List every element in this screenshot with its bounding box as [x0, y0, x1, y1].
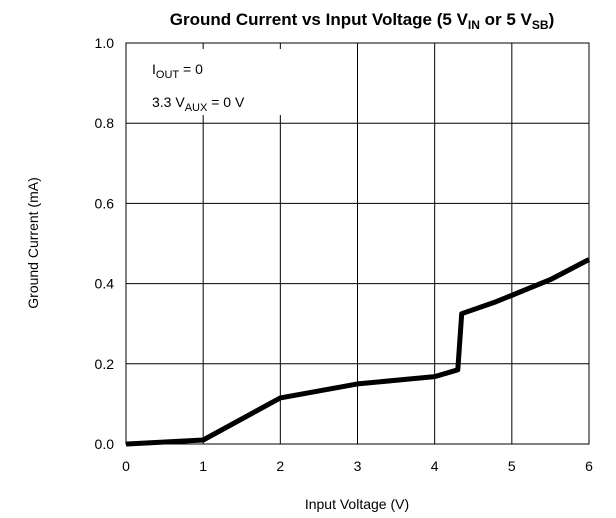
annotation-vaux: 3.3 VAUX = 0 V [152, 94, 245, 114]
y-tick-label: 0.4 [95, 276, 115, 292]
x-tick-label: 6 [585, 458, 593, 474]
y-tick-labels: 0.0 0.2 0.4 0.6 0.8 1.0 [95, 35, 115, 452]
x-tick-label: 3 [354, 458, 362, 474]
y-tick-label: 1.0 [95, 35, 115, 51]
x-tick-label: 2 [276, 458, 284, 474]
chart-title: Ground Current vs Input Voltage (5 VIN o… [170, 10, 554, 32]
y-tick-label: 0.8 [95, 115, 115, 131]
x-axis-label: Input Voltage (V) [305, 496, 409, 512]
annotation-iout: IOUT = 0 [152, 61, 203, 81]
series-line [125, 257, 591, 447]
y-tick-label: 0.2 [95, 356, 115, 372]
x-tick-label: 0 [122, 458, 130, 474]
annotation-box [140, 49, 286, 115]
x-tick-labels: 0 1 2 3 4 5 6 [122, 458, 593, 474]
x-tick-label: 4 [431, 458, 439, 474]
x-tick-label: 5 [508, 458, 516, 474]
y-tick-label: 0.0 [95, 436, 115, 452]
plot-frame [125, 42, 590, 445]
y-tick-label: 0.6 [95, 195, 115, 211]
y-axis-label: Ground Current (mA) [25, 177, 41, 308]
x-tick-label: 1 [199, 458, 207, 474]
series-group [125, 257, 591, 447]
